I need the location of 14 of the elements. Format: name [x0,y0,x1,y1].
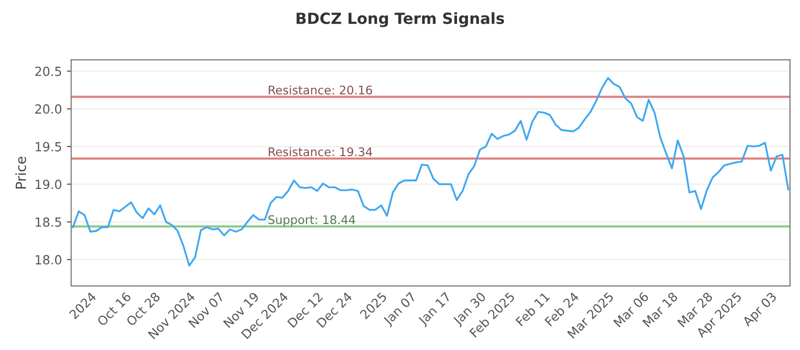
y-tick-label: 18.5 [36,217,62,227]
y-tick-label: 19.5 [36,142,62,152]
y-tick-label: 19.0 [36,180,62,190]
ref-line-label: Support: 18.44 [268,215,356,226]
x-tick-label: Apr 03 [742,292,779,329]
y-tick-label: 18.0 [36,255,62,264]
y-tick-label: 20.5 [35,66,62,76]
chart-title: BDCZ Long Term Signals [296,12,504,28]
y-tick-label: 20.0 [35,104,62,114]
x-tick-label: Jan 17 [417,292,453,328]
ref-line-label: Resistance: 19.34 [268,147,372,156]
line-series [72,77,790,267]
y-axis-title: Price [15,156,26,188]
ref-line-label: Resistance: 20.16 [268,85,372,94]
